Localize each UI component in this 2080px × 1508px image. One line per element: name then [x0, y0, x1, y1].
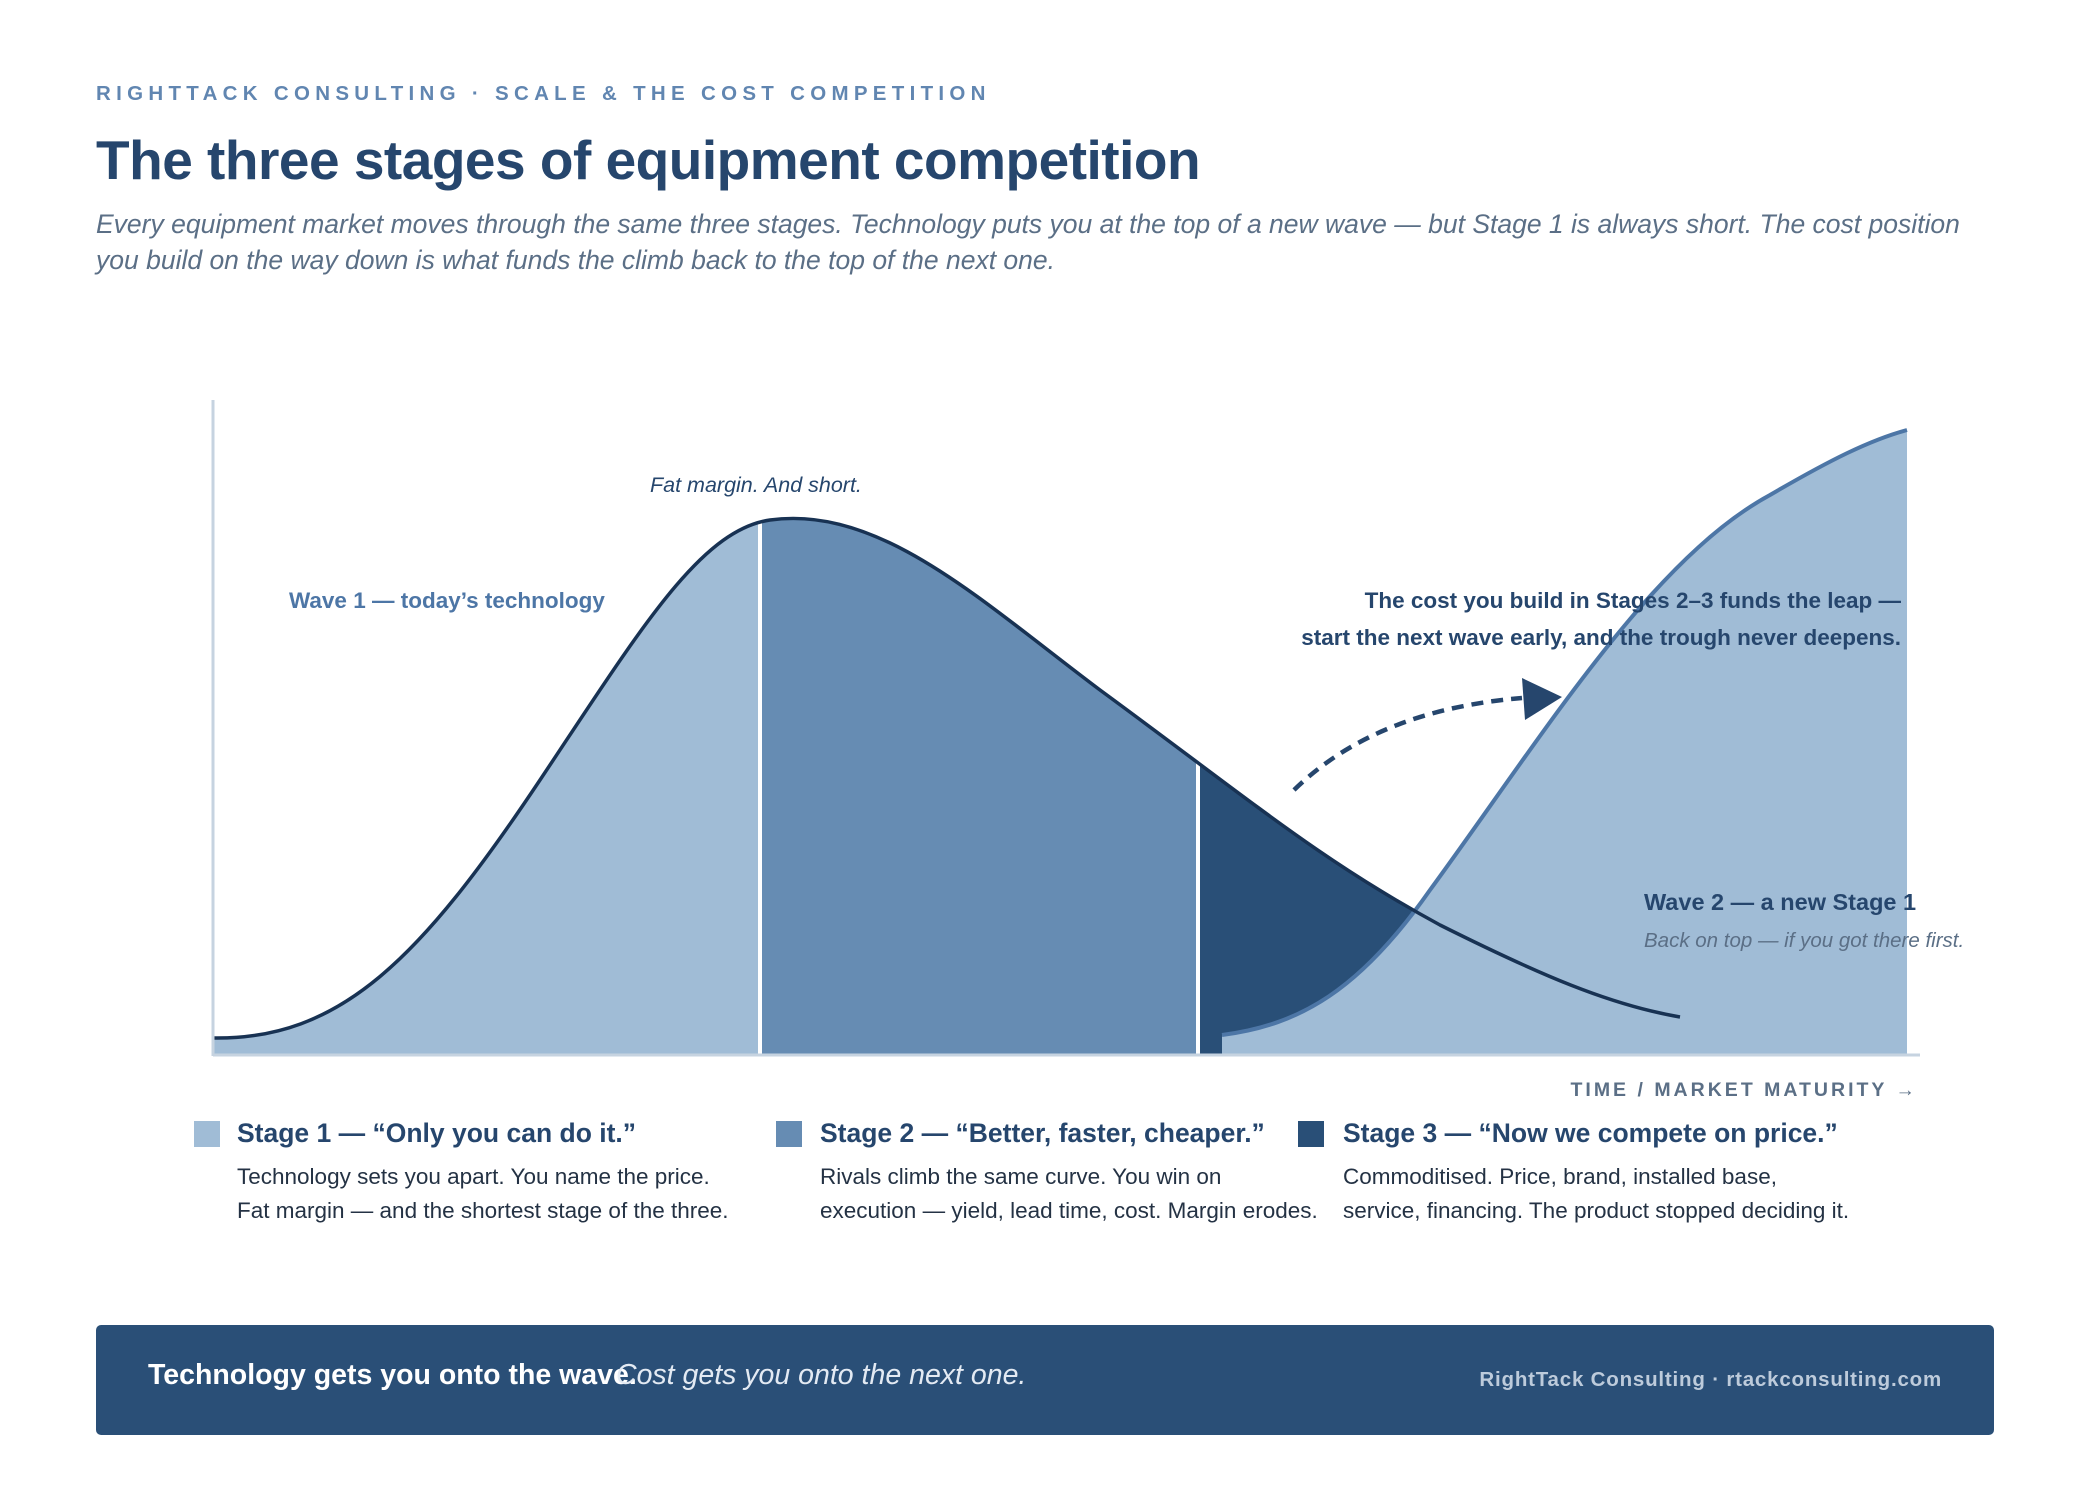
peak-label: Fat margin. And short.: [650, 473, 862, 497]
stage3-desc-line2: service, financing. The product stopped …: [1343, 1198, 1850, 1223]
stage2-title: Stage 2 — “Better, faster, cheaper.”: [820, 1118, 1265, 1148]
stage1-swatch: [194, 1121, 220, 1147]
stage1-title: Stage 1 — “Only you can do it.”: [237, 1118, 637, 1148]
stage2-swatch: [776, 1121, 802, 1147]
leap-arrow: [1292, 695, 1523, 792]
wave1-curve: [212, 516, 1681, 1040]
footer-banner: Technology gets you onto the wave. Cost …: [96, 1325, 1994, 1435]
wave2-area: [1222, 430, 1907, 1056]
page-title: The three stages of equipment competitio…: [96, 129, 1201, 191]
stage3-swatch: [1298, 1121, 1324, 1147]
stage1-desc-line1: Technology sets you apart. You name the …: [237, 1164, 710, 1189]
stage1-area: [213, 522, 758, 1056]
x-axis-label: TIME / MARKET MATURITY →: [1570, 1079, 1918, 1101]
banner-credit: RightTack Consulting · rtackconsulting.c…: [1479, 1368, 1942, 1391]
wave2-curve: [1221, 428, 1908, 1037]
stage3-title: Stage 3 — “Now we compete on price.”: [1343, 1118, 1838, 1148]
leap-label-line2: start the next wave early, and the troug…: [1301, 625, 1901, 650]
arrowhead-icon: [1522, 678, 1562, 720]
page-subtitle: Every equipment market moves through the…: [96, 209, 1960, 275]
wave2-label: Wave 2 — a new Stage 1: [1644, 889, 1916, 915]
stage2-area: [762, 518, 1196, 1056]
banner-headline: Technology gets you onto the wave.: [148, 1359, 637, 1391]
banner-tagline: Cost gets you onto the next one.: [616, 1359, 1027, 1391]
eyebrow: RIGHTTACK CONSULTING · SCALE & THE COST …: [96, 82, 991, 105]
stage2-desc-line1: Rivals climb the same curve. You win on: [820, 1164, 1222, 1189]
stage2-desc-line2: execution — yield, lead time, cost. Marg…: [820, 1198, 1318, 1223]
stage3-desc-line1: Commoditised. Price, brand, installed ba…: [1343, 1164, 1777, 1189]
stage1-desc-line2: Fat margin — and the shortest stage of t…: [237, 1198, 729, 1223]
wave2-sublabel: Back on top — if you got there first.: [1644, 929, 1964, 952]
wave1-label: Wave 1 — today’s technology: [289, 588, 605, 613]
leap-label-line1: The cost you build in Stages 2–3 funds t…: [1365, 588, 1902, 613]
